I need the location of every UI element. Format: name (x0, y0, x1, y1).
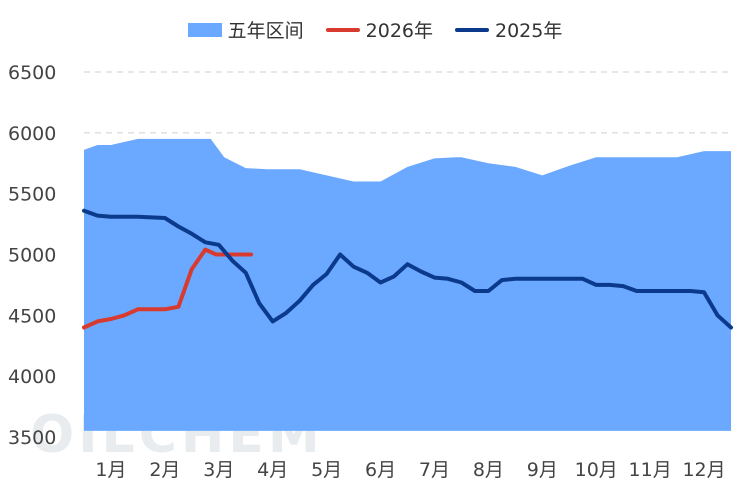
legend-item-band: 五年区间 (187, 16, 304, 43)
y-tick-label: 4000 (8, 366, 56, 388)
x-tick-label: 10月 (575, 459, 618, 481)
legend-item-2025: 2025年 (455, 16, 562, 43)
legend-swatch-band (187, 22, 222, 37)
legend-item-2026: 2026年 (325, 16, 433, 43)
legend-swatch-2025 (455, 27, 489, 32)
x-tick-label: 12月 (682, 459, 725, 481)
legend: 五年区间 2026年 2025年 (0, 16, 750, 43)
legend-label-2026: 2026年 (365, 20, 433, 42)
x-tick-label: 3月 (203, 459, 234, 481)
legend-label-band: 五年区间 (227, 20, 304, 42)
legend-swatch-2026 (325, 27, 360, 32)
legend-label-2025: 2025年 (495, 20, 563, 42)
y-tick-label: 5500 (8, 184, 56, 206)
y-tick-label: 6000 (8, 123, 56, 145)
series-2026-line (82, 247, 254, 330)
x-tick-label: 8月 (473, 459, 504, 481)
band-area (84, 138, 731, 431)
x-tick-label: 5月 (311, 459, 342, 481)
x-tick-label: 6月 (365, 459, 396, 481)
x-tick-label: 2月 (149, 459, 180, 481)
x-tick-label: 11月 (629, 459, 672, 481)
y-tick-label: 5000 (8, 245, 56, 267)
x-tick-label: 1月 (95, 459, 126, 481)
y-tick-label: 3500 (8, 427, 56, 449)
x-tick-label: 7月 (419, 459, 450, 481)
y-tick-label: 4500 (8, 305, 56, 327)
x-tick-label: 9月 (527, 459, 558, 481)
x-tick-label: 4月 (257, 459, 288, 481)
y-tick-label: 6500 (8, 62, 56, 84)
series-2025-line (82, 208, 733, 330)
